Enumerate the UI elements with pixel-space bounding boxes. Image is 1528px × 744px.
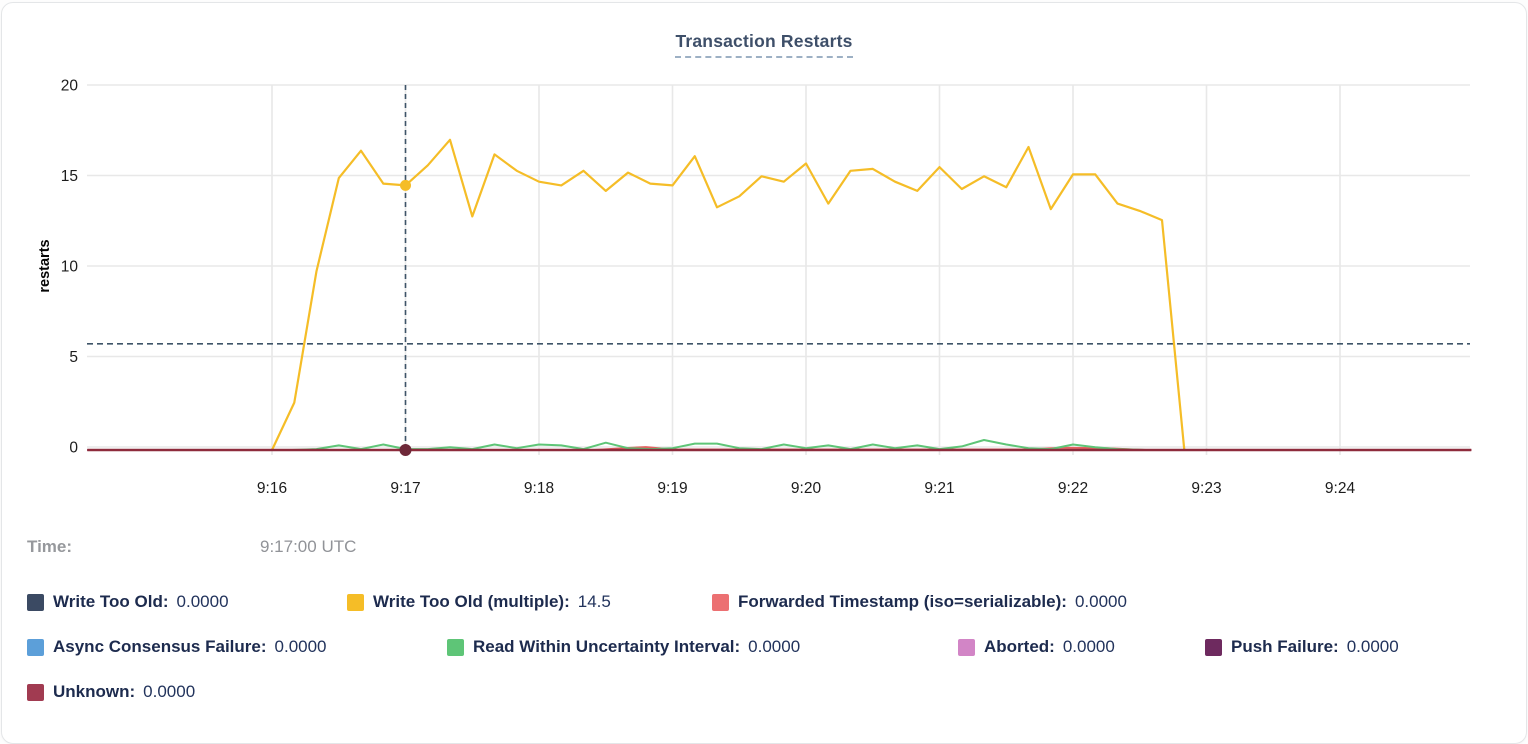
legend-value: 0.0000 xyxy=(274,637,327,656)
legend-label: Unknown: xyxy=(53,682,136,701)
legend-value: 0.0000 xyxy=(1074,592,1127,611)
legend-item-read-within-uncertainty-interval[interactable]: Read Within Uncertainty Interval: 0.0000 xyxy=(447,637,800,657)
transaction-restarts-chart[interactable]: 0 5 10 15 20 9:16 9:17 9:18 9:19 9:20 9:21 9:22 9:23… xyxy=(2,3,1526,523)
legend-row-3: Unknown: 0.0000 xyxy=(2,682,1526,708)
legend-row-2: Async Consensus Failure: 0.0000 Read Wit… xyxy=(2,637,1526,663)
legend-value: 0.0000 xyxy=(748,637,801,656)
legend-label: Write Too Old: xyxy=(53,592,169,611)
legend-swatch-icon xyxy=(27,683,44,701)
legend-item-write-too-old-multiple[interactable]: Write Too Old (multiple): 14.5 xyxy=(347,592,611,612)
legend-swatch-icon xyxy=(1205,638,1222,656)
legend-label: Push Failure: xyxy=(1231,637,1339,656)
legend-swatch-icon xyxy=(447,638,464,656)
svg-text:9:24: 9:24 xyxy=(1325,480,1356,497)
legend-label: Read Within Uncertainty Interval: xyxy=(473,637,741,656)
legend-value: 0.0000 xyxy=(176,592,229,611)
legend-value: 0.0000 xyxy=(143,682,196,701)
legend-label: Aborted: xyxy=(984,637,1055,656)
time-label: Time: xyxy=(27,537,73,556)
legend-item-aborted[interactable]: Aborted: 0.0000 xyxy=(958,637,1115,657)
svg-text:9:22: 9:22 xyxy=(1058,480,1088,497)
chart-header: Transaction Restarts xyxy=(2,31,1526,58)
svg-text:9:20: 9:20 xyxy=(791,480,822,497)
svg-text:9:17: 9:17 xyxy=(390,480,420,497)
legend-item-async-consensus-failure[interactable]: Async Consensus Failure: 0.0000 xyxy=(27,637,327,657)
legend-item-forwarded-timestamp[interactable]: Forwarded Timestamp (iso=serializable): … xyxy=(712,592,1127,612)
svg-text:20: 20 xyxy=(61,78,79,95)
legend-label: Async Consensus Failure: xyxy=(53,637,267,656)
legend-label: Forwarded Timestamp (iso=serializable): xyxy=(738,592,1067,611)
svg-text:restarts: restarts xyxy=(37,239,53,292)
legend-row-1: Write Too Old: 0.0000 Write Too Old (mul… xyxy=(2,592,1526,618)
legend-swatch-icon xyxy=(27,593,44,611)
legend-swatch-icon xyxy=(712,593,729,611)
legend-swatch-icon xyxy=(958,638,975,656)
time-value: 9:17:00 UTC xyxy=(260,537,357,556)
svg-text:9:23: 9:23 xyxy=(1191,480,1221,497)
legend-value: 0.0000 xyxy=(1062,637,1115,656)
svg-text:9:18: 9:18 xyxy=(524,480,554,497)
svg-text:9:19: 9:19 xyxy=(657,480,687,497)
legend-value: 0.0000 xyxy=(1346,637,1399,656)
legend-label: Write Too Old (multiple): xyxy=(373,592,570,611)
legend-item-unknown[interactable]: Unknown: 0.0000 xyxy=(27,682,195,702)
chart-title[interactable]: Transaction Restarts xyxy=(675,31,853,58)
svg-text:9:21: 9:21 xyxy=(924,480,954,497)
svg-text:5: 5 xyxy=(69,349,78,366)
svg-text:10: 10 xyxy=(61,259,79,276)
legend-item-push-failure[interactable]: Push Failure: 0.0000 xyxy=(1205,637,1399,657)
legend-item-write-too-old[interactable]: Write Too Old: 0.0000 xyxy=(27,592,229,612)
svg-text:9:16: 9:16 xyxy=(257,480,287,497)
svg-text:0: 0 xyxy=(69,440,78,457)
legend-swatch-icon xyxy=(27,638,44,656)
legend-swatch-icon xyxy=(347,593,364,611)
legend-value: 14.5 xyxy=(577,592,611,611)
svg-text:15: 15 xyxy=(61,168,78,185)
hover-time-row: Time: 9:17:00 UTC xyxy=(2,537,1526,563)
